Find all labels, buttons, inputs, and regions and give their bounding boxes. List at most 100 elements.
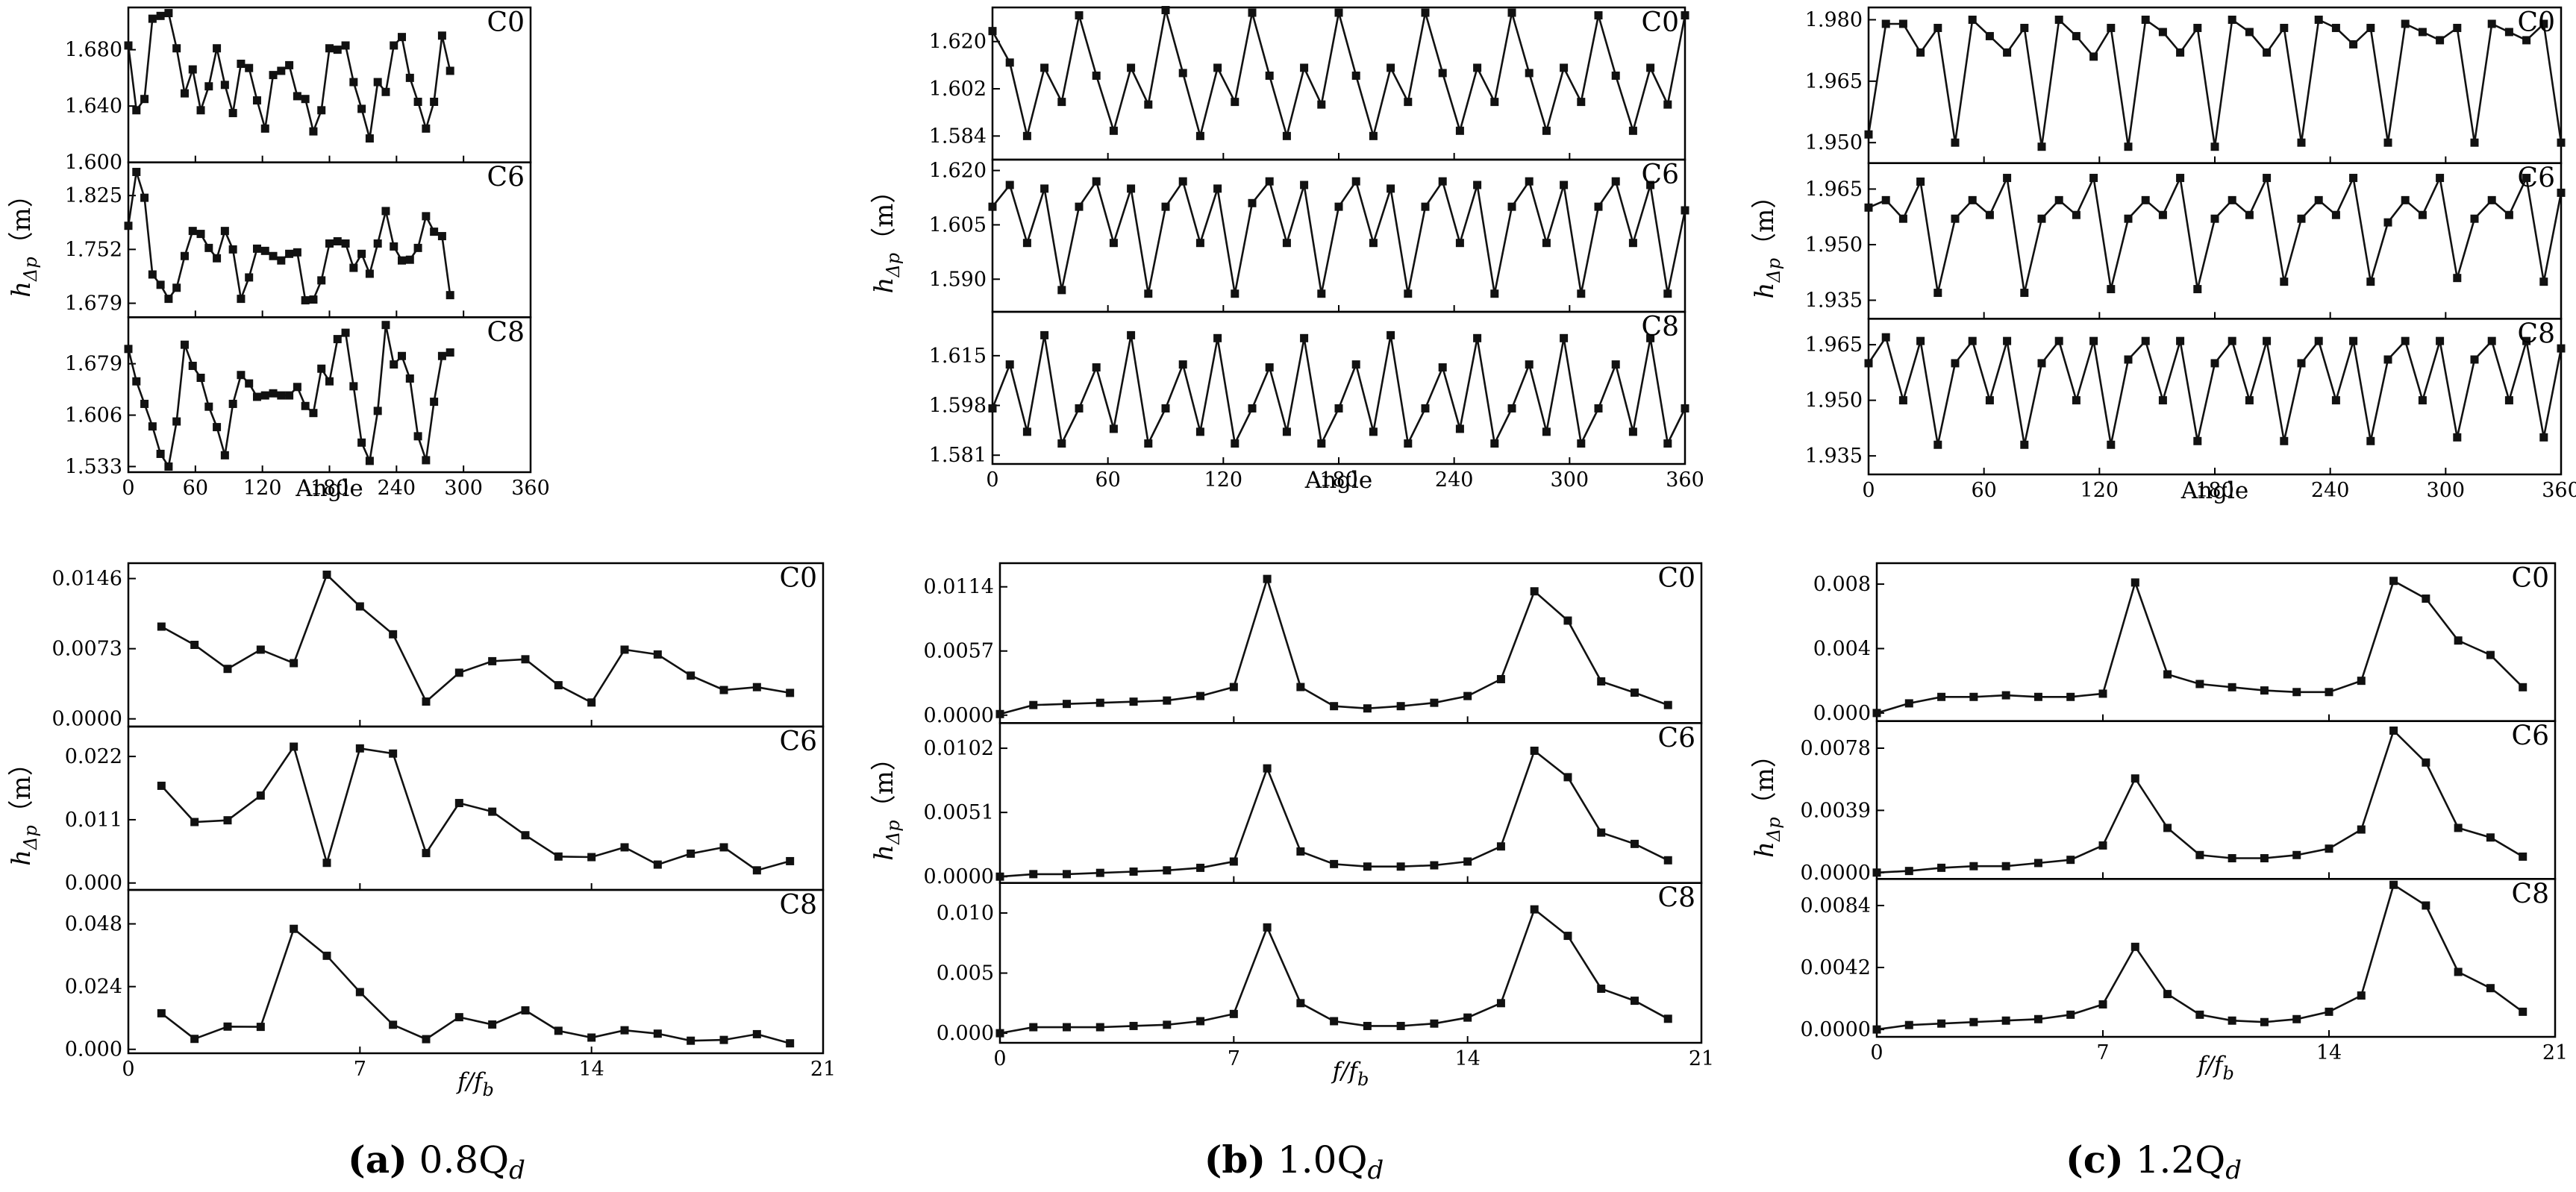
panel-label-c6: C6: [1658, 723, 1695, 753]
data-point: [1985, 396, 1994, 405]
data-point: [1351, 177, 1360, 186]
data-point: [1005, 360, 1014, 369]
panel-label-c0: C0: [1642, 7, 1679, 38]
data-point: [587, 853, 596, 862]
data-point: [1937, 1019, 1946, 1028]
data-point: [1881, 19, 1890, 28]
data-point: [290, 659, 298, 668]
data-point: [1248, 198, 1257, 207]
caption-b: (b) 1.0Qd: [1204, 1138, 1384, 1185]
data-point: [2163, 670, 2172, 679]
data-point: [1597, 828, 1606, 837]
y-tick-label: 0.0102: [924, 737, 994, 760]
data-point: [2020, 23, 2029, 32]
data-point: [1248, 404, 1257, 413]
panel-frame: [998, 882, 1703, 1044]
data-point: [620, 645, 629, 654]
x-tick-label: 360: [511, 477, 550, 500]
data-point: [1330, 702, 1339, 711]
data-point: [1681, 206, 1689, 215]
x-axis-title: f/fb: [2196, 1052, 2234, 1084]
data-point: [1496, 842, 1505, 851]
data-point: [157, 781, 166, 790]
data-point: [1937, 692, 1946, 701]
data-point: [269, 389, 278, 398]
data-point: [2195, 850, 2204, 859]
data-point: [2280, 23, 2289, 32]
data-point: [1969, 862, 1978, 871]
data-point: [1334, 8, 1343, 17]
x-tick-label: 14: [2316, 1041, 2342, 1064]
data-point: [204, 243, 213, 252]
data-point: [2297, 138, 2306, 147]
data-point: [1542, 427, 1551, 436]
y-tick-label: 0.0084: [1801, 894, 1871, 917]
data-point: [1594, 202, 1603, 211]
data-point: [1951, 214, 1960, 223]
data-point: [2130, 774, 2139, 783]
y-tick-label: 0.0073: [52, 638, 122, 661]
data-point: [1161, 404, 1170, 413]
data-point: [1363, 1021, 1372, 1030]
x-tick-label: 120: [243, 477, 282, 500]
data-point: [2176, 48, 2185, 57]
data-point: [2089, 336, 2098, 345]
data-point: [1063, 870, 1072, 879]
data-point: [1022, 239, 1031, 248]
panel-label-c0: C0: [487, 7, 525, 38]
data-point: [2124, 355, 2133, 364]
x-tick-label: 120: [1204, 468, 1243, 492]
data-point: [1951, 138, 1960, 147]
y-tick-label: 1.679: [65, 292, 122, 316]
data-point: [1663, 700, 1672, 709]
data-point: [1628, 427, 1637, 436]
data-point: [430, 398, 439, 407]
data-point: [2504, 210, 2513, 219]
panel-label-c6: C6: [1642, 160, 1679, 190]
data-point: [2470, 138, 2479, 147]
data-point: [2263, 174, 2272, 183]
data-point: [1263, 764, 1272, 773]
y-tick-label: 0.0000: [52, 708, 122, 731]
data-point: [196, 106, 205, 115]
data-point: [204, 82, 213, 91]
y-tick-label: 0.004: [1813, 637, 1871, 660]
data-point: [1530, 746, 1539, 755]
data-point: [1473, 181, 1482, 189]
data-point: [1530, 587, 1539, 596]
data-point: [1898, 396, 1907, 405]
data-point: [1396, 702, 1405, 711]
charts-layer: 1.6001.6401.680C01.6791.7521.825C61.5331…: [7, 6, 2576, 1100]
data-point: [1611, 360, 1620, 369]
data-point: [2504, 28, 2513, 37]
data-point: [309, 295, 318, 304]
data-point: [2098, 689, 2107, 698]
data-point: [256, 645, 265, 654]
data-point: [2210, 142, 2219, 151]
data-point: [1196, 863, 1205, 872]
data-point: [322, 570, 331, 579]
y-tick-label: 1.605: [929, 213, 987, 236]
data-point: [2470, 355, 2479, 364]
data-point: [381, 207, 390, 216]
data-point: [1063, 700, 1072, 709]
data-point: [405, 73, 414, 82]
data-point: [2228, 195, 2236, 204]
data-point: [2453, 274, 2462, 283]
data-point: [1430, 698, 1439, 707]
y-axis-title-main: h: [1750, 283, 1780, 299]
data-point: [2519, 683, 2527, 691]
data-point: [1296, 683, 1305, 691]
data-point: [2487, 19, 2496, 28]
data-point: [2487, 195, 2496, 204]
data-point: [2228, 1016, 2236, 1025]
data-point: [422, 1035, 431, 1044]
data-point: [1163, 696, 1172, 705]
data-point: [1628, 239, 1637, 248]
data-point: [180, 251, 189, 260]
data-point: [1282, 427, 1291, 436]
data-point: [1525, 360, 1534, 369]
data-point: [2107, 285, 2116, 294]
